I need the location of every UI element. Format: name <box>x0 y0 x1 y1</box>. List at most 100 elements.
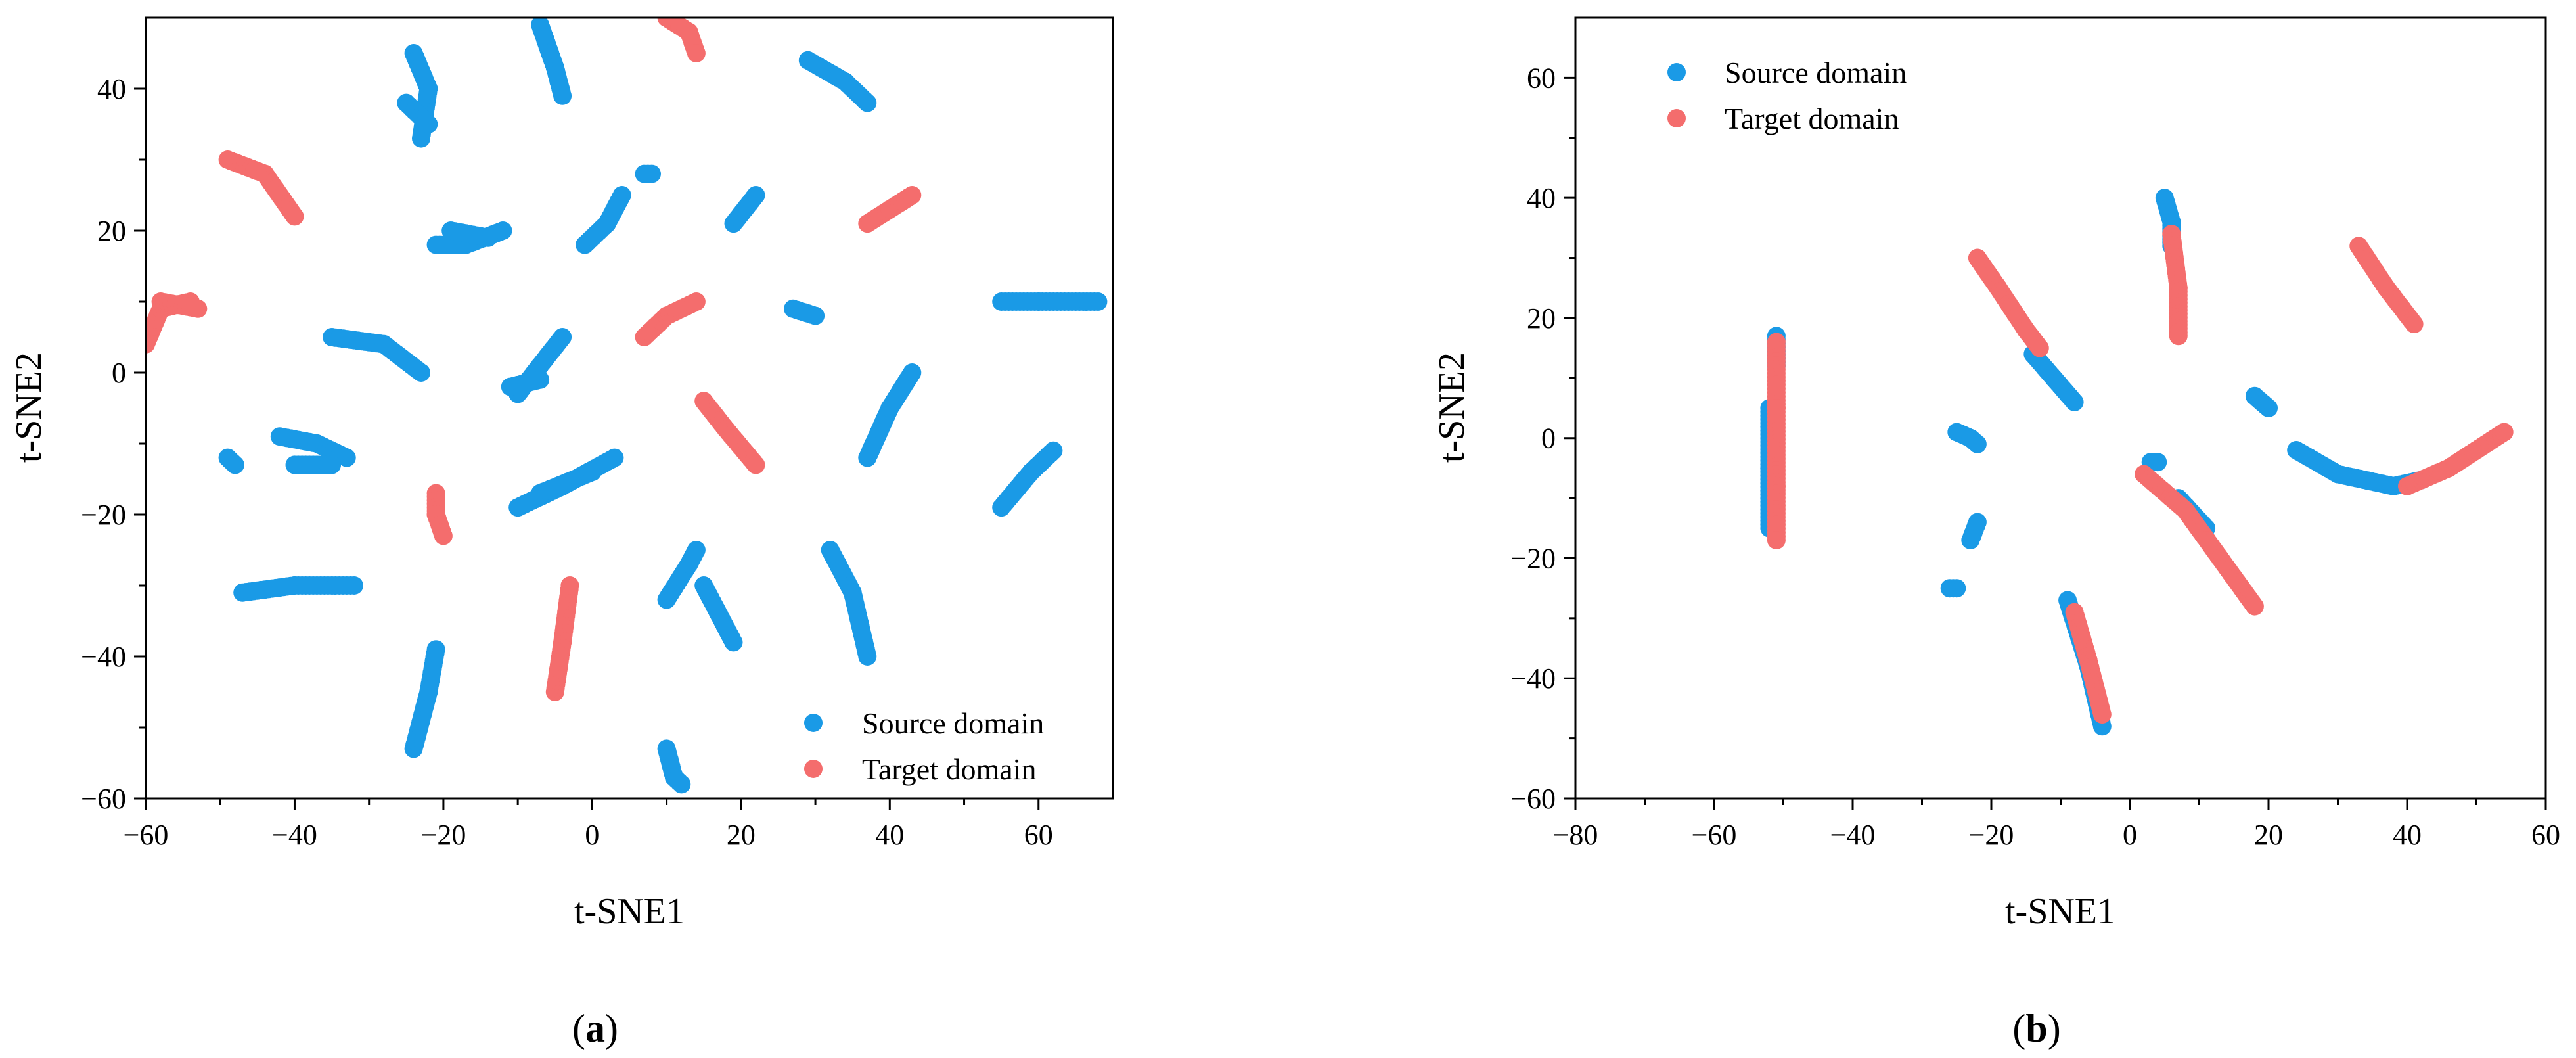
data-point <box>553 328 572 346</box>
data-point <box>285 207 304 226</box>
chart-a-legend-target-label: Target domain <box>862 752 1036 786</box>
data-point <box>412 129 430 148</box>
x-tick-label: 20 <box>2254 819 2283 851</box>
chart-a-cluster <box>992 441 1063 517</box>
y-tick-label: 0 <box>112 357 126 389</box>
y-tick-label: 40 <box>97 73 126 105</box>
panel-b-label-letter: b <box>2025 1007 2047 1050</box>
chart-b-cluster <box>1968 248 2049 357</box>
chart-a-cluster <box>426 484 453 545</box>
chart-b-cluster <box>1947 423 1987 453</box>
chart-b-frame <box>1574 16 2547 800</box>
chart-b-legend-source-label: Source domain <box>1725 56 1907 89</box>
x-tick-label: 40 <box>875 819 904 851</box>
chart-b-series-target <box>1767 225 2514 724</box>
data-point <box>2092 705 2112 724</box>
data-point <box>412 363 430 382</box>
data-point <box>903 363 922 382</box>
chart-a-legend-source-marker <box>804 714 823 732</box>
chart-b-cluster <box>1940 579 1966 598</box>
chart-a-cluster <box>323 328 430 382</box>
x-tick-label: −60 <box>1692 819 1737 851</box>
chart-a-cluster <box>404 44 438 148</box>
data-point <box>643 164 661 183</box>
chart-b-cluster <box>2349 237 2424 334</box>
chart-a-cluster <box>992 292 1108 311</box>
chart-a-cluster <box>858 363 922 467</box>
chart-a-cluster <box>784 299 825 325</box>
y-tick-label: −20 <box>1510 542 1556 574</box>
chart-a-cluster <box>270 427 356 467</box>
x-tick-label: −40 <box>1830 819 1876 851</box>
data-point <box>531 370 550 389</box>
chart-a: −60 −40 −20 0 20 40 60 −60 −40 −20 0 20 40 t-SNE1 t-… <box>9 16 1114 1050</box>
chart-a-cluster <box>218 150 304 226</box>
chart-a-cluster <box>657 18 706 62</box>
data-point <box>1767 531 1786 549</box>
chart-b-legend-target-marker <box>1667 109 1686 127</box>
data-point <box>746 455 765 474</box>
data-point <box>478 228 497 247</box>
panel-a-label-close: ) <box>605 1007 618 1050</box>
chart-a-cluster <box>724 186 765 233</box>
data-point <box>337 448 356 467</box>
chart-a-y-axis-title: t-SNE2 <box>9 352 49 463</box>
chart-b-cluster <box>1961 513 1987 549</box>
data-point <box>1044 441 1063 460</box>
x-tick-label: −20 <box>421 819 466 851</box>
chart-a-legend: Source domain Target domain <box>804 706 1044 786</box>
data-point <box>560 576 579 595</box>
data-point <box>2259 399 2278 417</box>
chart-a-frame <box>145 16 1114 800</box>
chart-b-cluster <box>2135 465 2264 616</box>
data-point <box>434 526 453 545</box>
data-point <box>903 186 922 204</box>
data-point <box>746 186 765 204</box>
chart-a-cluster <box>441 221 497 247</box>
chart-a-series-source <box>218 18 1108 794</box>
chart-b-y-axis-title: t-SNE2 <box>1432 352 1472 463</box>
chart-a-legend-source-label: Source domain <box>862 706 1044 740</box>
data-point <box>493 221 512 240</box>
data-point <box>426 640 445 659</box>
x-tick-label: −40 <box>272 819 317 851</box>
y-tick-label: −40 <box>1510 662 1556 695</box>
data-point <box>612 186 631 204</box>
data-point <box>687 541 706 559</box>
data-point <box>2495 423 2514 442</box>
chart-a-x-axis-title: t-SNE1 <box>574 891 685 932</box>
y-tick-label: 0 <box>1541 423 1556 455</box>
chart-a-cluster <box>151 292 208 318</box>
data-point <box>806 306 825 325</box>
chart-a-cluster <box>501 370 550 396</box>
chart-a-cluster <box>858 186 922 233</box>
chart-a-cluster <box>531 463 602 503</box>
chart-a-cluster <box>694 392 765 474</box>
data-point <box>323 455 342 474</box>
chart-a-cluster <box>798 51 877 112</box>
chart-a-cluster <box>218 448 244 474</box>
chart-a-cluster <box>635 292 706 346</box>
x-tick-label: 60 <box>2531 819 2560 851</box>
data-point <box>2245 597 2264 616</box>
chart-b-legend-source-marker <box>1667 63 1686 81</box>
panel-b-label-open: ( <box>2012 1007 2025 1050</box>
chart-a-cluster <box>821 541 877 666</box>
chart-a-cluster <box>545 576 579 701</box>
y-tick-label: −60 <box>1510 783 1556 815</box>
chart-b-axes: −80 −60 −40 −20 0 20 40 60 −60 −40 −20 0 20 40 60 <box>1510 16 2560 851</box>
panel-a-label: (a) <box>572 1007 618 1050</box>
x-tick-label: 0 <box>585 819 599 851</box>
chart-b-plot-area <box>1760 189 2514 736</box>
data-point <box>419 115 438 133</box>
data-point <box>858 93 877 112</box>
data-point <box>724 633 743 652</box>
chart-b-cluster <box>2065 603 2112 724</box>
data-point <box>1947 579 1966 598</box>
chart-a-legend-target-marker <box>804 760 823 778</box>
y-tick-label: 20 <box>97 215 126 247</box>
data-point <box>553 86 572 105</box>
panel-b-label: (b) <box>2012 1007 2060 1050</box>
x-tick-label: −20 <box>1969 819 2014 851</box>
panel-b-label-close: ) <box>2048 1007 2061 1050</box>
